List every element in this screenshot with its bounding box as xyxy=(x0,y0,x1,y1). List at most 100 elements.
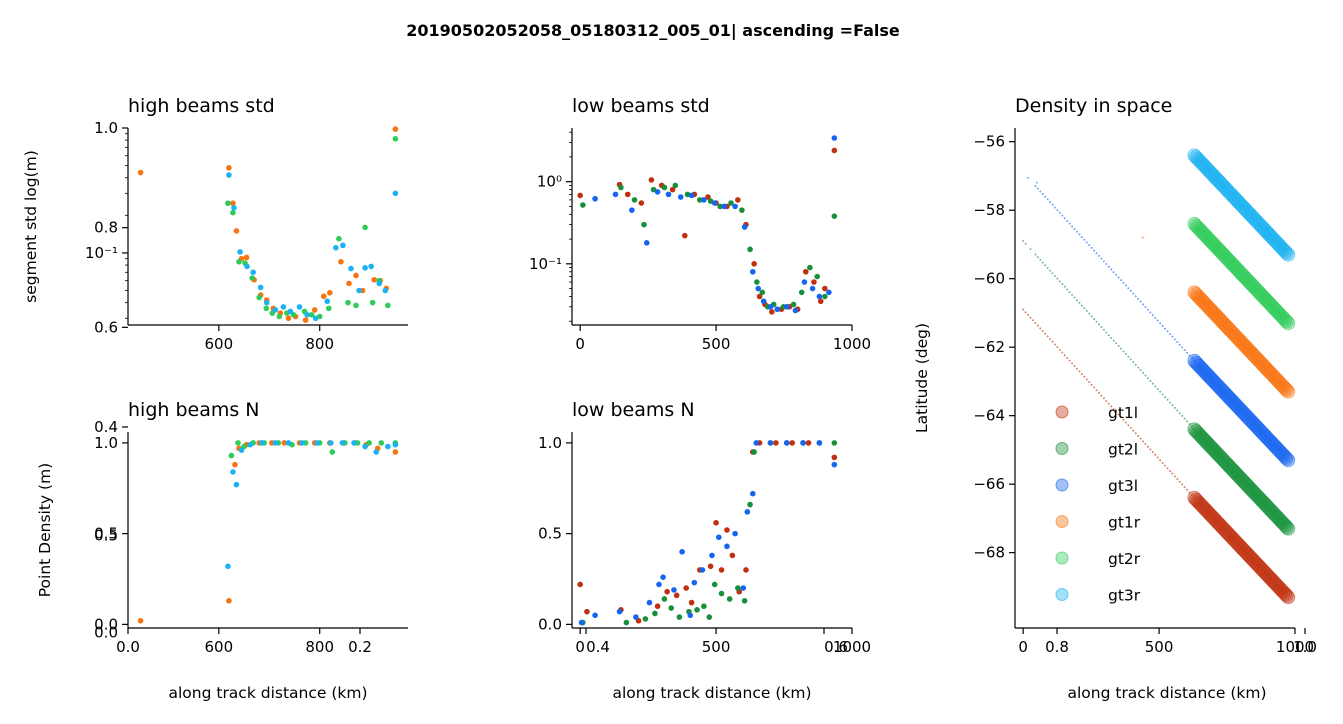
point-gt3l xyxy=(701,197,707,203)
point-gt1l xyxy=(818,298,824,304)
point-gt2r xyxy=(378,440,384,446)
point-gt3r xyxy=(368,264,374,270)
point-gt2r xyxy=(370,300,376,306)
point-gt3l xyxy=(732,204,738,210)
y-tick-label: −66 xyxy=(973,475,1005,493)
point-gt2l xyxy=(673,183,679,189)
track-dot-gt3l xyxy=(1118,276,1120,278)
track-dot-gt1l xyxy=(1037,325,1039,327)
point-gt3l xyxy=(656,582,662,588)
track-dot-gt1l xyxy=(1098,392,1100,394)
point-gt2r xyxy=(385,303,391,309)
track-dot-gt1l xyxy=(1103,397,1105,399)
track-dot-gt2l xyxy=(1122,350,1124,352)
track-dot-gt2l xyxy=(1059,280,1061,282)
point-gt3l xyxy=(592,612,598,618)
track-dot-gt1l xyxy=(1169,470,1171,472)
point-gt1l xyxy=(625,192,631,198)
track-dot-gt1l xyxy=(1186,489,1188,491)
point-gt2l xyxy=(754,279,760,285)
point-gt2r xyxy=(256,295,262,301)
y-tick-label: −68 xyxy=(973,544,1005,562)
track-dot-gt3l xyxy=(1047,198,1049,200)
point-gt3r xyxy=(304,312,310,318)
point-gt2l xyxy=(747,502,753,508)
track-dot-gt2l xyxy=(1071,294,1073,296)
point-gt3r xyxy=(250,269,256,275)
point-gt3l xyxy=(687,612,693,618)
track-dot-gt3l xyxy=(1071,225,1073,227)
point-gt3l xyxy=(721,204,727,210)
track-dot-gt2l xyxy=(1142,372,1144,374)
point-gt3r xyxy=(313,315,319,321)
point-gt1l xyxy=(743,567,749,573)
point-gt3l xyxy=(678,194,684,200)
track-dot-gt3l xyxy=(1132,293,1134,295)
track-dot-gt2l xyxy=(1157,388,1159,390)
track-dot-gt1l xyxy=(1093,387,1095,389)
point-gt2l xyxy=(832,440,838,446)
track-dot-gt2l xyxy=(1029,248,1031,250)
point-gt2r xyxy=(235,440,241,446)
track-dot-gt1l xyxy=(1049,338,1051,340)
track-dot-gt3l xyxy=(1091,247,1093,249)
track-dot-gt2l xyxy=(1044,264,1046,266)
point-gt2r xyxy=(336,236,342,242)
x-tick-label: 0 xyxy=(575,335,585,353)
point-gt3l xyxy=(755,286,761,292)
point-gt2l xyxy=(727,596,733,602)
point-gt3l xyxy=(740,585,746,591)
track-dot-gt3l xyxy=(1162,325,1164,327)
track-dot-gt3l xyxy=(1171,336,1173,338)
track-dot-gt3l xyxy=(1083,239,1085,241)
track-dot-gt1l xyxy=(1157,457,1159,459)
x-tick-label: 500 xyxy=(702,335,731,353)
track-dot-gt1l xyxy=(1162,462,1164,464)
point-gt2l xyxy=(791,302,797,308)
point-gt3r xyxy=(351,440,357,446)
track-dot-gt2l xyxy=(1069,291,1071,293)
track-dot-gt2l xyxy=(1174,407,1176,409)
point-gt2l xyxy=(624,620,630,626)
point-gt2l xyxy=(747,247,753,253)
point-gt3l xyxy=(745,509,751,515)
point-gt1r xyxy=(353,273,359,279)
point-gt1r xyxy=(312,307,318,313)
point-gt3l xyxy=(613,192,619,198)
point-gt3l xyxy=(644,240,650,246)
x-tick-label: 0.8 xyxy=(1045,638,1069,656)
track-dot-gt1l xyxy=(1025,311,1027,313)
point-gt2l xyxy=(632,197,638,203)
point-gt3l xyxy=(712,200,718,206)
y-axis-label: Point Density (m) xyxy=(36,463,54,597)
track-dot-gt1l xyxy=(1149,448,1151,450)
track-dot-gt3l xyxy=(1069,223,1071,225)
point-gt2l xyxy=(580,202,586,208)
point-gt1l xyxy=(751,261,757,267)
legend-marker-gt1r xyxy=(1056,516,1068,528)
track-dot-gt2l xyxy=(1118,345,1120,347)
track-dot-gt2l xyxy=(1108,334,1110,336)
point-gt1r xyxy=(338,259,344,265)
point-gt3l xyxy=(700,567,706,573)
track-dot-gt3l xyxy=(1174,338,1176,340)
track-dot-gt2l xyxy=(1081,305,1083,307)
point-gt3l xyxy=(832,462,838,468)
point-gt1l xyxy=(769,309,775,315)
track-dot-gt2l xyxy=(1186,420,1188,422)
point-gt3l xyxy=(754,440,760,446)
track-dot-gt2l xyxy=(1110,337,1112,339)
track-dot-gt3l xyxy=(1039,190,1041,192)
x-tick-label: 0.6 xyxy=(824,638,848,656)
track-dot-gt2l xyxy=(1120,348,1122,350)
point-gt3l xyxy=(716,534,722,540)
track-dot-gt1l xyxy=(1039,327,1041,329)
point-gt1l xyxy=(655,603,661,609)
point-gt3r xyxy=(299,440,305,446)
track-dot-gt2l xyxy=(1078,302,1080,304)
track-dot-gt3l xyxy=(1059,212,1061,214)
track-dot-gt1l xyxy=(1034,322,1036,324)
track-dot-gt1l xyxy=(1171,473,1173,475)
track-dot-gt2l xyxy=(1130,358,1132,360)
track-dot-gt2l xyxy=(1025,243,1027,245)
